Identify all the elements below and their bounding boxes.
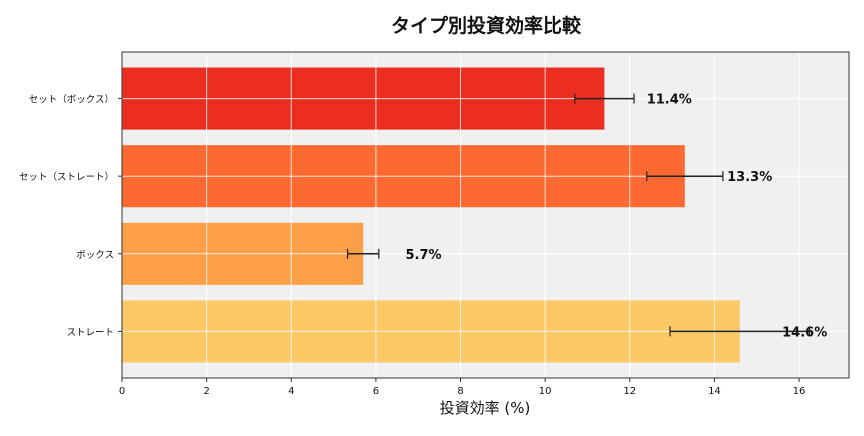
- plot-frame: [121, 51, 850, 379]
- x-tick-label: 12: [623, 386, 636, 397]
- y-tick-label: セット（ストレート）: [19, 171, 114, 183]
- x-tick-label: 16: [793, 386, 806, 397]
- data-labels: 14.6% 5.7% 13.3% 11.4%: [406, 93, 828, 341]
- x-tick-label: 0: [119, 386, 125, 397]
- x-axis: 0 2 4 6 8 10 12 14 16: [119, 378, 806, 397]
- y-axis: ストレート ボックス セット（ストレート） セット（ボックス）: [19, 94, 122, 338]
- x-tick-label: 10: [539, 386, 552, 397]
- y-tick-label: ボックス: [76, 250, 114, 261]
- data-label: 13.3%: [727, 170, 772, 185]
- x-tick-label: 4: [288, 386, 294, 397]
- x-tick-label: 6: [373, 386, 379, 397]
- error-bars: [346, 93, 811, 337]
- x-axis-label: 投資効率 (%): [440, 399, 531, 417]
- bars: [121, 52, 849, 378]
- data-label: 11.4%: [647, 93, 692, 108]
- chart-title: タイプ別投資効率比較: [391, 14, 582, 37]
- x-tick-label: 2: [203, 386, 209, 397]
- y-tick-label: ストレート: [66, 327, 114, 338]
- data-label: 14.6%: [782, 325, 827, 340]
- x-tick-label: 8: [457, 386, 463, 397]
- y-tick-label: セット（ボックス）: [29, 94, 114, 106]
- data-label: 5.7%: [406, 248, 442, 263]
- x-tick-label: 14: [708, 386, 721, 397]
